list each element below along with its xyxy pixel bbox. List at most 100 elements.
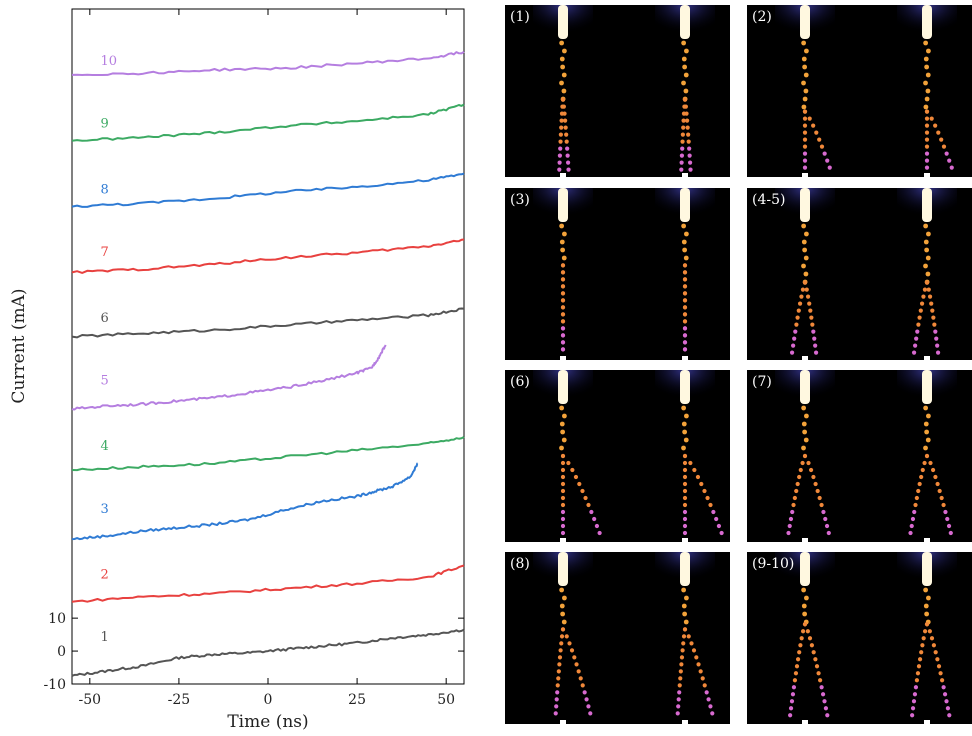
electrode-core (922, 5, 932, 39)
electrode-core (680, 5, 690, 39)
series-line-10 (71, 50, 465, 76)
anode-spot (802, 356, 808, 360)
plasma-channel (911, 223, 941, 355)
anode-spot (924, 173, 930, 177)
electrode-core (922, 370, 932, 404)
series-label-3: 3 (101, 502, 109, 517)
anode-spot (802, 173, 808, 177)
series-line-5 (71, 344, 387, 411)
plasma-channel (788, 587, 830, 718)
series-line-7 (71, 238, 465, 274)
electrode-core (800, 188, 810, 222)
plasma-channel (789, 223, 819, 355)
plasma-channel (923, 40, 954, 170)
series-label-5: 5 (101, 373, 109, 388)
anode-spot (560, 720, 566, 724)
anode-spot (560, 356, 566, 360)
electrode-core (680, 188, 690, 222)
x-axis-label: Time (ns) (227, 712, 308, 732)
streak-image (775, 188, 957, 360)
electrode-core (558, 370, 568, 404)
panel-label: (4-5) (752, 192, 786, 208)
streak-panel: (6) (505, 370, 730, 542)
plasma-channel (559, 405, 602, 536)
plasma-channel (681, 223, 689, 352)
anode-spot (924, 538, 930, 542)
series-label-8: 8 (101, 182, 109, 197)
anode-spot (924, 356, 930, 360)
anode-spot (560, 538, 566, 542)
streak-image (533, 552, 715, 724)
series-layer: 1 2 3 4 5 6 7 8 9 10 (71, 50, 465, 677)
anode-spot (682, 720, 688, 724)
streak-image (533, 370, 724, 542)
plasma-channel (559, 223, 567, 352)
series-label-6: 6 (101, 311, 109, 326)
series-line-8 (71, 172, 465, 208)
plasma-channel (681, 405, 724, 536)
panel-label: (1) (510, 9, 530, 25)
series-line-3 (71, 462, 419, 541)
streak-image (775, 552, 957, 724)
electrode-core (558, 552, 568, 586)
x-tick-label: 25 (348, 692, 366, 708)
electrode-core (800, 5, 810, 39)
panel-label: (9-10) (752, 556, 795, 572)
series-label-10: 10 (101, 54, 118, 69)
series-line-6 (71, 307, 465, 339)
series-label-7: 7 (101, 245, 109, 260)
electrode-core (558, 5, 568, 39)
series-line-4 (71, 436, 465, 472)
series-line-9 (71, 103, 465, 142)
electrode-core (680, 552, 690, 586)
streak-image (533, 5, 715, 177)
anode-spot (682, 538, 688, 542)
streak-panel: (8) (505, 552, 730, 724)
y-tick-label: -10 (43, 677, 66, 693)
plasma-channel (910, 587, 952, 718)
series-label-1: 1 (101, 630, 109, 645)
streak-panel: (3) (505, 188, 730, 360)
electrode-core (922, 552, 932, 586)
plasma-channel (679, 40, 693, 172)
plasma-channel (908, 405, 953, 536)
x-tick-label: 0 (264, 692, 273, 708)
electrode-core (800, 370, 810, 404)
electrode-core (680, 370, 690, 404)
anode-spot (924, 720, 930, 724)
anode-spot (682, 356, 688, 360)
electrode-core (800, 552, 810, 586)
streak-panel: (7) (747, 370, 972, 542)
electrode-core (922, 188, 932, 222)
anode-spot (802, 538, 808, 542)
series-label-4: 4 (101, 439, 109, 454)
streak-panel: (2) (747, 5, 972, 177)
anode-spot (560, 173, 566, 177)
panel-label: (7) (752, 374, 772, 390)
streak-image (533, 188, 715, 360)
streak-panel: (1) (505, 5, 730, 177)
series-line-1 (71, 628, 465, 677)
panel-label: (6) (510, 374, 530, 390)
series-label-9: 9 (101, 117, 109, 132)
x-tick-label: 50 (437, 692, 455, 708)
anode-spot (682, 173, 688, 177)
plasma-channel (557, 40, 571, 172)
streak-panel: (9-10) (747, 552, 972, 724)
panel-label: (8) (510, 556, 530, 572)
y-axis-label: Current (mA) (9, 288, 29, 403)
plasma-channel (553, 587, 593, 716)
plot-frame (71, 8, 465, 685)
plasma-channel (675, 587, 715, 716)
streak-image (775, 5, 957, 177)
panel-label: (3) (510, 192, 530, 208)
x-tick-label: -50 (79, 692, 102, 708)
plasma-channel (786, 405, 831, 536)
electrode-core (558, 188, 568, 222)
y-tick-label: 10 (48, 611, 66, 627)
streak-image (775, 370, 957, 542)
series-line-2 (71, 564, 465, 603)
x-tick-label: -25 (168, 692, 191, 708)
